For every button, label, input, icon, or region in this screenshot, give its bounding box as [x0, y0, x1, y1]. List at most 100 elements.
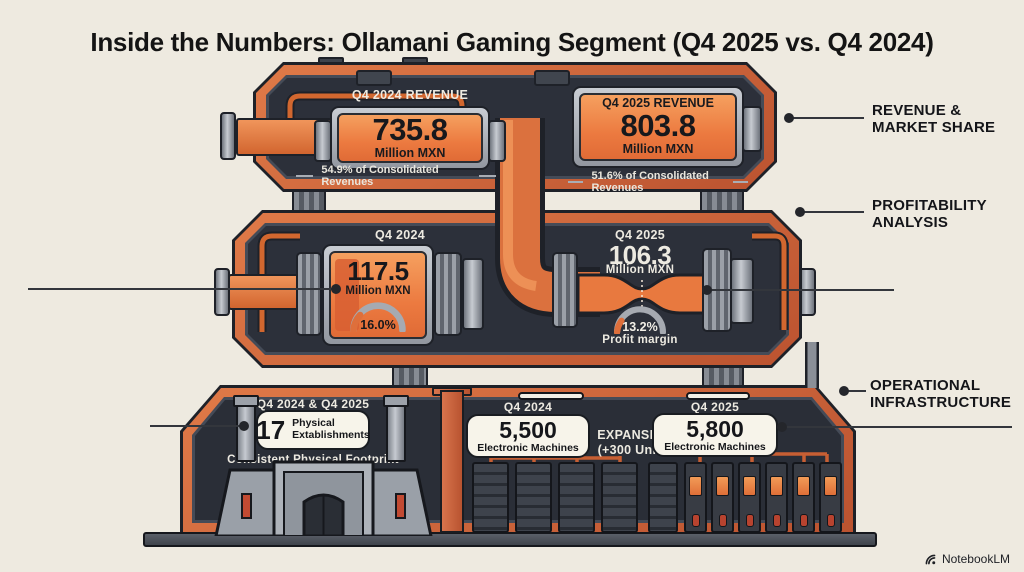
label-line: OPERATIONAL	[870, 377, 981, 394]
bracket-line	[568, 181, 584, 183]
pillar	[383, 395, 409, 462]
slot-machine	[711, 462, 734, 533]
revenue-2025-share: 51.6% of Consolidated Revenues	[568, 170, 748, 194]
slot-knob	[799, 514, 808, 527]
machines-2024-pill: 5,500 Electronic Machines	[466, 414, 590, 458]
q4-2024-revenue-title: Q4 2024 REVENUE	[351, 88, 469, 102]
establishments-unit-line1: Physical	[292, 417, 335, 430]
q4-2025-revenue-title: Q4 2025 REVENUE	[602, 96, 714, 111]
revenue-2024-share-text: 54.9% of Consolidated Revenues	[321, 164, 439, 188]
slot-knob	[718, 514, 727, 527]
revenue-2025-value: 803.8	[620, 108, 696, 144]
callout-line-profit-right	[702, 285, 894, 295]
callout-line-revenue	[784, 113, 864, 123]
venturi-pipe	[578, 273, 706, 315]
revenue-2024-screen: 735.8 Million MXN	[337, 113, 483, 163]
ceiling-light	[686, 392, 750, 400]
section-divider	[440, 390, 464, 533]
machine-rack	[472, 462, 509, 533]
slot-knob	[826, 514, 835, 527]
tank-flange	[434, 252, 462, 336]
profitability-analysis-label: PROFITABILITY ANALYSIS	[872, 197, 1022, 232]
bracket-line	[732, 181, 748, 183]
profit-2025-unit: Million MXN	[605, 264, 675, 276]
revenue-market-share-label: REVENUE & MARKET SHARE	[872, 102, 1022, 137]
revenue-2025-share-text: 51.6% of Consolidated Revenues	[591, 170, 709, 194]
profit-2024-title: Q4 2024	[374, 228, 426, 242]
pipe-clamp	[356, 70, 392, 86]
profit-2024-tank: 117.5 Million MXN 16.0%	[322, 244, 434, 346]
slot-knob	[745, 514, 754, 527]
profit-2024-screen: 117.5 Million MXN 16.0%	[329, 251, 427, 339]
slot-machine	[792, 462, 815, 533]
machines-2024-unit: Electronic Machines	[477, 441, 579, 454]
page-title: Inside the Numbers: Ollamani Gaming Segm…	[90, 27, 934, 58]
revenue-2024-share: 54.9% of Consolidated Revenues	[296, 164, 496, 188]
machines-2024-value: 5,500	[499, 416, 557, 443]
revenue-2025-screen: Q4 2025 REVENUE 803.8 Million MXN	[579, 93, 737, 161]
building-illustration	[214, 460, 433, 536]
pipe-end-cap	[220, 112, 236, 160]
display-cap	[742, 106, 762, 152]
slot-screen	[743, 476, 756, 496]
label-line: MARKET SHARE	[872, 119, 996, 137]
callout-line-machines-2025	[777, 422, 1012, 432]
profit-2025-value: 106.3	[608, 240, 672, 270]
label-line: PROFITABILITY	[872, 197, 987, 214]
machine-rack	[601, 462, 638, 533]
display-cap	[488, 120, 506, 162]
margin-2024-value: 16.0%	[360, 318, 396, 333]
slot-screen	[797, 476, 810, 496]
callout-line-profit-left	[28, 284, 341, 294]
callout-line-establishments	[150, 421, 249, 431]
slot-machine	[738, 462, 761, 533]
profit-2024-unit: Million MXN	[345, 284, 411, 297]
machine-rack	[558, 462, 595, 533]
revenue-2025-unit: Million MXN	[622, 142, 694, 157]
bracket-line	[478, 175, 496, 177]
venturi-cone	[730, 258, 754, 324]
venturi-flange	[552, 252, 578, 328]
watermark-text: NotebookLM	[941, 552, 1010, 566]
machines-2025-title: Q4 2025	[690, 400, 740, 414]
establishments-unit-line2: Extablishments	[292, 429, 370, 441]
gauge-arc	[350, 302, 406, 334]
establishments-title: Q4 2024 & Q4 2025	[256, 397, 370, 411]
operational-infrastructure-label: OPERATIONAL INFRASTRUCTURE	[870, 377, 1024, 412]
machines-2024-title: Q4 2024	[503, 400, 553, 414]
slot-knob	[772, 514, 781, 527]
pipe-clamp	[534, 70, 570, 86]
ceiling-light	[518, 392, 584, 400]
watermark: NotebookLM	[924, 552, 1010, 566]
bracket-line	[296, 175, 314, 177]
profit-2025-title: Q4 2025	[614, 228, 666, 242]
notebooklm-icon	[925, 554, 936, 564]
slot-machine	[819, 462, 842, 533]
label-line: INFRASTRUCTURE	[870, 394, 1012, 412]
margin-gauge-2024: 16.0%	[346, 300, 410, 334]
revenue-2025-display: Q4 2025 REVENUE 803.8 Million MXN	[572, 86, 744, 168]
slot-screen	[824, 476, 837, 496]
machines-2025-value: 5,800	[686, 415, 744, 442]
profit-2024-value: 117.5	[347, 255, 409, 286]
gauge-arc	[613, 306, 667, 336]
revenue-2024-value: 735.8	[372, 113, 448, 148]
slot-screen	[716, 476, 729, 496]
pillar	[233, 395, 259, 462]
machine-rack	[648, 462, 678, 533]
revenue-2024-unit: Million MXN	[374, 146, 446, 161]
establishments-value: 17	[256, 414, 286, 445]
slot-knob	[691, 514, 700, 527]
machines-2025-pill: 5,800 Electronic Machines	[652, 413, 778, 457]
inlet-pipe	[228, 274, 304, 310]
margin-gauge-2025: 13.2%	[608, 304, 672, 336]
slot-machine	[684, 462, 707, 533]
slot-screen	[770, 476, 783, 496]
tank-cone	[462, 258, 484, 330]
machine-rack	[515, 462, 552, 533]
machines-2025-unit: Electronic Machines	[664, 440, 766, 453]
slot-screen	[689, 476, 702, 496]
slot-machine	[765, 462, 788, 533]
label-line: ANALYSIS	[872, 214, 949, 232]
